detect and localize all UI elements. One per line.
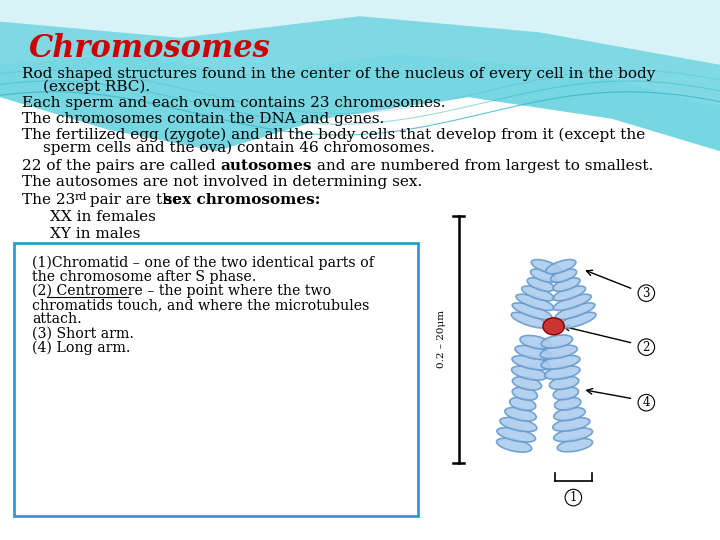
Ellipse shape (553, 278, 580, 291)
Ellipse shape (554, 428, 593, 442)
Ellipse shape (553, 387, 579, 400)
Ellipse shape (554, 408, 585, 421)
Text: 1: 1 (570, 491, 577, 504)
Ellipse shape (553, 417, 590, 431)
Ellipse shape (511, 366, 546, 380)
Ellipse shape (554, 397, 581, 410)
Text: Chromosomes: Chromosomes (29, 33, 271, 64)
Ellipse shape (527, 278, 554, 291)
Ellipse shape (512, 355, 551, 370)
Ellipse shape (541, 355, 580, 369)
Ellipse shape (531, 260, 562, 274)
Ellipse shape (511, 312, 547, 328)
Polygon shape (0, 0, 720, 151)
Polygon shape (0, 0, 720, 65)
Text: Each sperm and each ovum contains 23 chromosomes.: Each sperm and each ovum contains 23 chr… (22, 96, 445, 110)
Text: autosomes: autosomes (220, 159, 312, 173)
Ellipse shape (497, 428, 536, 442)
Ellipse shape (557, 438, 593, 452)
Ellipse shape (522, 286, 554, 301)
Ellipse shape (512, 303, 552, 320)
Text: (2) Centromere – the point where the two: (2) Centromere – the point where the two (32, 284, 332, 299)
Text: the chromosome after S phase.: the chromosome after S phase. (32, 271, 257, 285)
Text: The autosomes are not involved in determining sex.: The autosomes are not involved in determ… (22, 176, 422, 190)
Text: The fertilized egg (zygote) and all the body cells that develop from it (except : The fertilized egg (zygote) and all the … (22, 128, 645, 143)
Text: attach.: attach. (32, 313, 82, 327)
Ellipse shape (549, 376, 579, 389)
Ellipse shape (560, 312, 596, 328)
Text: rd: rd (74, 192, 86, 202)
Ellipse shape (500, 417, 537, 431)
Ellipse shape (543, 318, 564, 335)
Text: sex chromosomes:: sex chromosomes: (85, 193, 320, 207)
Text: (1)Chromatid – one of the two identical parts of: (1)Chromatid – one of the two identical … (32, 256, 374, 271)
Ellipse shape (553, 294, 591, 310)
Text: (except RBC).: (except RBC). (43, 79, 150, 94)
Ellipse shape (505, 408, 536, 421)
Text: 22 of the pairs are called: 22 of the pairs are called (22, 159, 220, 173)
Text: XX in females: XX in females (50, 211, 156, 225)
FancyBboxPatch shape (14, 243, 418, 516)
Ellipse shape (555, 303, 595, 320)
Polygon shape (0, 0, 720, 108)
Ellipse shape (497, 438, 531, 452)
Text: The 23: The 23 (22, 193, 75, 207)
Text: The chromosomes contain the DNA and genes.: The chromosomes contain the DNA and gene… (22, 112, 384, 126)
Text: chromatids touch, and where the microtubules: chromatids touch, and where the microtub… (32, 299, 370, 313)
Text: sperm cells and the ova) contain 46 chromosomes.: sperm cells and the ova) contain 46 chro… (43, 141, 435, 156)
Text: 2: 2 (643, 341, 650, 354)
Ellipse shape (540, 345, 577, 359)
Text: and are numbered from largest to smallest.: and are numbered from largest to smalles… (312, 159, 653, 173)
Ellipse shape (553, 286, 585, 301)
Ellipse shape (516, 294, 554, 310)
Ellipse shape (520, 335, 552, 349)
Ellipse shape (541, 335, 572, 348)
Ellipse shape (551, 269, 577, 282)
Text: (4) Long arm.: (4) Long arm. (32, 340, 131, 355)
Text: pair are the: pair are the (85, 193, 186, 207)
Text: (3) Short arm.: (3) Short arm. (32, 327, 135, 341)
Ellipse shape (515, 346, 552, 360)
Ellipse shape (513, 377, 541, 390)
Ellipse shape (510, 397, 536, 410)
Ellipse shape (544, 366, 580, 379)
Text: Rod shaped structures found in the center of the nucleus of every cell in the bo: Rod shaped structures found in the cente… (22, 67, 655, 81)
Ellipse shape (531, 269, 557, 282)
Ellipse shape (512, 387, 537, 400)
Text: 0.2 – 20μm: 0.2 – 20μm (437, 310, 446, 368)
Text: 3: 3 (642, 287, 650, 300)
Text: 4: 4 (642, 396, 650, 409)
Text: XY in males: XY in males (50, 227, 141, 241)
Ellipse shape (546, 260, 576, 274)
